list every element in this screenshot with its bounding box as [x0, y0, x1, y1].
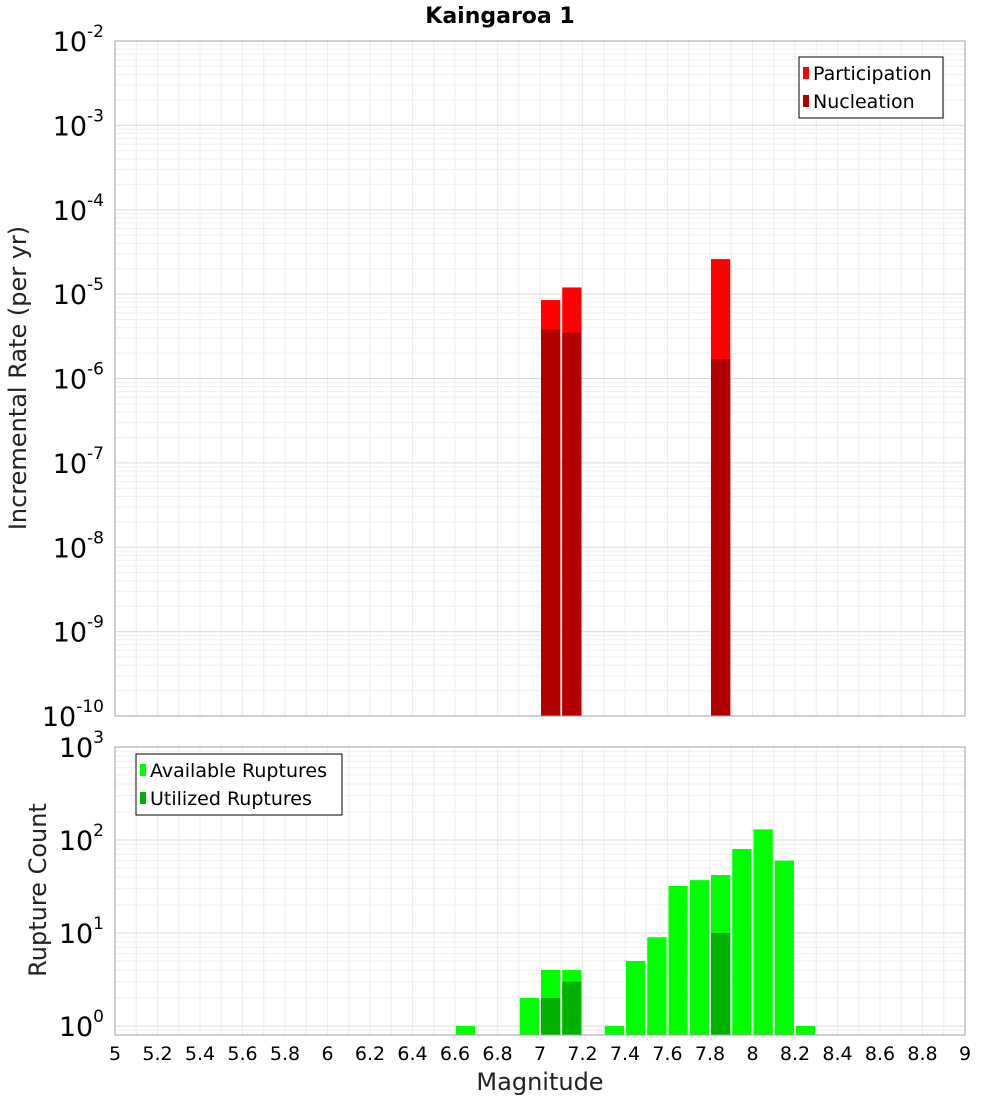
plot-border: [114, 40, 966, 717]
bar-available-ruptures: [668, 886, 688, 1035]
x-tick-label: 6.4: [397, 1043, 427, 1065]
legend-label: Available Ruptures: [150, 760, 327, 782]
bar-utilized-ruptures: [541, 997, 561, 1035]
bar-available-ruptures: [519, 997, 539, 1035]
x-tick-label: 6.2: [355, 1043, 385, 1065]
x-tick-label: 7.4: [610, 1043, 640, 1065]
bar-available-ruptures: [456, 1025, 476, 1035]
count-legend: Available Ruptures Utilized Ruptures: [135, 753, 343, 816]
x-tick-label: 5.8: [270, 1043, 300, 1065]
y-tick-label: 10-3: [53, 106, 104, 142]
x-tick-label: 9: [959, 1043, 971, 1065]
y-tick-label: 10-2: [53, 22, 104, 58]
legend-label: Utilized Ruptures: [150, 788, 312, 810]
y-tick-label: 101: [59, 914, 104, 950]
x-tick-label: 8.2: [780, 1043, 810, 1065]
bar-available-ruptures: [626, 960, 646, 1035]
bar-nucleation: [711, 359, 731, 716]
y-tick-label: 100: [59, 1007, 104, 1043]
bar-nucleation: [541, 329, 561, 716]
x-tick-label: 8.6: [865, 1043, 895, 1065]
legend-box: [798, 56, 944, 119]
x-tick-label: 6.8: [482, 1043, 512, 1065]
x-tick-label: 8.8: [907, 1043, 937, 1065]
x-tick-label: 6: [321, 1043, 333, 1065]
x-tick-label: 5.4: [185, 1043, 215, 1065]
x-tick-label: 8.4: [822, 1043, 852, 1065]
bar-available-ruptures: [732, 849, 752, 1035]
bar-available-ruptures: [753, 829, 773, 1035]
legend-swatch: [803, 95, 809, 107]
x-axis-label: Magnitude: [476, 1068, 603, 1096]
x-tick-label: 7.6: [652, 1043, 682, 1065]
legend-swatch: [803, 67, 809, 79]
y-tick-label: 10-6: [53, 360, 104, 396]
bar-available-ruptures: [647, 937, 667, 1035]
bar-available-ruptures: [604, 1025, 624, 1035]
y-tick-label: 10-7: [53, 444, 104, 480]
x-tick-label: 5.2: [142, 1043, 172, 1065]
legend-label: Nucleation: [813, 91, 915, 113]
plot-border: [114, 746, 966, 1036]
rate-legend: Participation Nucleation: [798, 56, 944, 119]
y-tick-label: 10-10: [42, 697, 104, 733]
legend-box: [135, 753, 343, 816]
legend-swatch: [140, 792, 146, 804]
legend-label: Participation: [813, 63, 932, 85]
rate-panel: 10-10 10-9 10-8 10-7 10-6 10-5 10-4 10-3 10-2 Par…: [42, 22, 966, 733]
y-tick-label: 10-4: [53, 191, 104, 227]
x-tick-label: 7: [534, 1043, 546, 1065]
x-tick-label: 7.2: [567, 1043, 597, 1065]
x-tick-label: 5.6: [227, 1043, 257, 1065]
bar-nucleation: [562, 332, 582, 716]
count-panel: 100 101 102 103 Available Ruptures Utilized R…: [59, 728, 971, 1065]
bar-utilized-ruptures: [711, 932, 731, 1035]
y-tick-label: 10-9: [53, 613, 104, 649]
rate-y-axis-label: Incremental Rate (per yr): [4, 226, 32, 530]
bar-available-ruptures: [689, 880, 709, 1035]
count-y-axis-label: Rupture Count: [24, 803, 52, 977]
y-tick-label: 10-8: [53, 528, 104, 564]
bar-available-ruptures: [796, 1025, 816, 1035]
x-tick-label: 8: [746, 1043, 758, 1065]
y-tick-label: 10-5: [53, 275, 104, 311]
y-tick-label: 103: [59, 728, 104, 764]
y-tick-label: 102: [59, 821, 104, 857]
legend-swatch: [140, 764, 146, 776]
bar-utilized-ruptures: [562, 981, 582, 1035]
bar-available-ruptures: [774, 860, 794, 1035]
x-tick-label: 7.8: [695, 1043, 725, 1065]
chart-title: Kaingaroa 1: [425, 4, 574, 29]
x-tick-label: 5: [109, 1043, 121, 1065]
x-tick-label: 6.6: [440, 1043, 470, 1065]
